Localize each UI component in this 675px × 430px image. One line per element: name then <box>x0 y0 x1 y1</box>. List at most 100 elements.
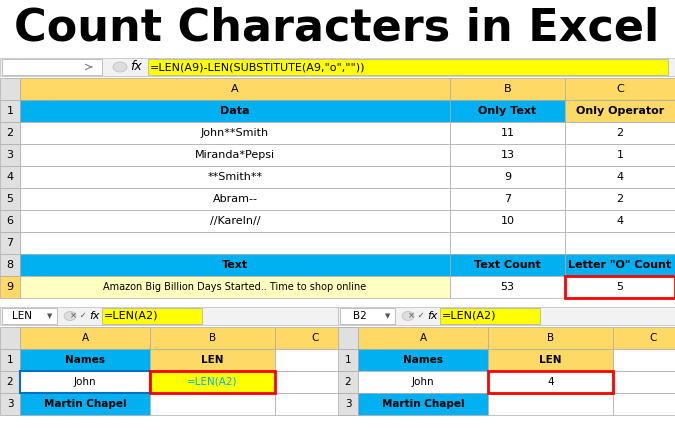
Bar <box>488 371 613 393</box>
Bar <box>450 100 565 122</box>
Bar <box>565 276 675 298</box>
Bar <box>20 349 150 371</box>
Bar <box>450 122 565 144</box>
Text: Miranda*Pepsi: Miranda*Pepsi <box>195 150 275 160</box>
Text: Text Count: Text Count <box>474 260 541 270</box>
Bar <box>565 100 675 122</box>
Text: A: A <box>231 84 239 94</box>
Ellipse shape <box>402 311 414 320</box>
Bar <box>0 166 20 188</box>
Text: B: B <box>504 84 512 94</box>
Bar <box>0 144 20 166</box>
Bar <box>20 371 150 393</box>
Bar <box>20 254 450 276</box>
Bar <box>450 210 565 232</box>
Bar <box>0 327 20 349</box>
Bar <box>275 393 355 415</box>
Text: × ✓: × ✓ <box>70 311 86 320</box>
Text: Names: Names <box>65 355 105 365</box>
Text: Only Text: Only Text <box>479 106 537 116</box>
Bar <box>565 78 675 100</box>
Bar <box>0 188 20 210</box>
Text: 2: 2 <box>616 128 624 138</box>
Text: Martin Chapel: Martin Chapel <box>381 399 464 409</box>
Bar <box>488 393 613 415</box>
Text: ▼: ▼ <box>385 313 391 319</box>
Bar <box>148 59 668 75</box>
Bar <box>0 58 675 76</box>
Bar <box>565 276 675 298</box>
Bar <box>450 232 565 254</box>
Text: 6: 6 <box>7 216 14 226</box>
Text: //KareIn//: //KareIn// <box>210 216 261 226</box>
Bar <box>20 78 450 100</box>
Bar <box>450 188 565 210</box>
Bar <box>0 276 20 298</box>
Bar <box>20 371 150 393</box>
Text: Martin Chapel: Martin Chapel <box>44 399 126 409</box>
Bar <box>340 308 395 324</box>
Text: =LEN(A2): =LEN(A2) <box>187 377 238 387</box>
Text: 1: 1 <box>7 355 14 365</box>
Text: John**Smith: John**Smith <box>201 128 269 138</box>
Text: 2: 2 <box>345 377 351 387</box>
Bar <box>20 210 450 232</box>
Bar <box>565 166 675 188</box>
Text: 4: 4 <box>616 216 624 226</box>
Bar <box>488 349 613 371</box>
Text: 7: 7 <box>7 238 14 248</box>
Text: Abram--: Abram-- <box>213 194 257 204</box>
Bar <box>565 232 675 254</box>
Bar <box>565 122 675 144</box>
Bar <box>613 349 675 371</box>
Bar <box>20 100 450 122</box>
Text: 8: 8 <box>7 260 14 270</box>
Bar <box>20 393 150 415</box>
Text: × ✓: × ✓ <box>408 311 425 320</box>
Bar <box>0 122 20 144</box>
Bar <box>450 276 565 298</box>
Text: Letter "O" Count: Letter "O" Count <box>568 260 672 270</box>
Text: 5: 5 <box>616 282 624 292</box>
Text: A: A <box>419 333 427 343</box>
Text: B: B <box>547 333 554 343</box>
Text: =LEN(A9)-LEN(SUBSTITUTE(A9,"o","")): =LEN(A9)-LEN(SUBSTITUTE(A9,"o","")) <box>150 62 365 72</box>
Bar <box>450 166 565 188</box>
Bar <box>450 78 565 100</box>
Bar <box>613 327 675 349</box>
Text: Names: Names <box>403 355 443 365</box>
Text: 3: 3 <box>7 399 14 409</box>
Text: 4: 4 <box>547 377 554 387</box>
Text: John: John <box>74 377 97 387</box>
Bar <box>358 371 488 393</box>
Text: 3: 3 <box>7 150 14 160</box>
Bar <box>2 308 57 324</box>
Bar <box>0 78 20 100</box>
Bar <box>150 393 275 415</box>
Text: A: A <box>82 333 88 343</box>
Bar <box>0 100 20 122</box>
Bar <box>150 349 275 371</box>
Bar <box>150 327 275 349</box>
Text: 1: 1 <box>345 355 351 365</box>
Text: Text: Text <box>222 260 248 270</box>
Bar <box>338 307 675 325</box>
Ellipse shape <box>64 311 76 320</box>
Bar <box>0 307 338 325</box>
Bar <box>358 327 488 349</box>
Text: Only Operator: Only Operator <box>576 106 664 116</box>
Text: 4: 4 <box>616 172 624 182</box>
Text: 10: 10 <box>500 216 514 226</box>
Text: ▼: ▼ <box>47 313 53 319</box>
Text: LEN: LEN <box>12 311 32 321</box>
Bar <box>565 144 675 166</box>
Text: 53: 53 <box>500 282 514 292</box>
Bar <box>0 232 20 254</box>
Text: 9: 9 <box>7 282 14 292</box>
Text: =LEN(A2): =LEN(A2) <box>442 311 497 321</box>
Text: 2: 2 <box>616 194 624 204</box>
Text: C: C <box>616 84 624 94</box>
Text: 2: 2 <box>7 377 14 387</box>
Bar <box>0 393 20 415</box>
Text: =LEN(A2): =LEN(A2) <box>104 311 159 321</box>
